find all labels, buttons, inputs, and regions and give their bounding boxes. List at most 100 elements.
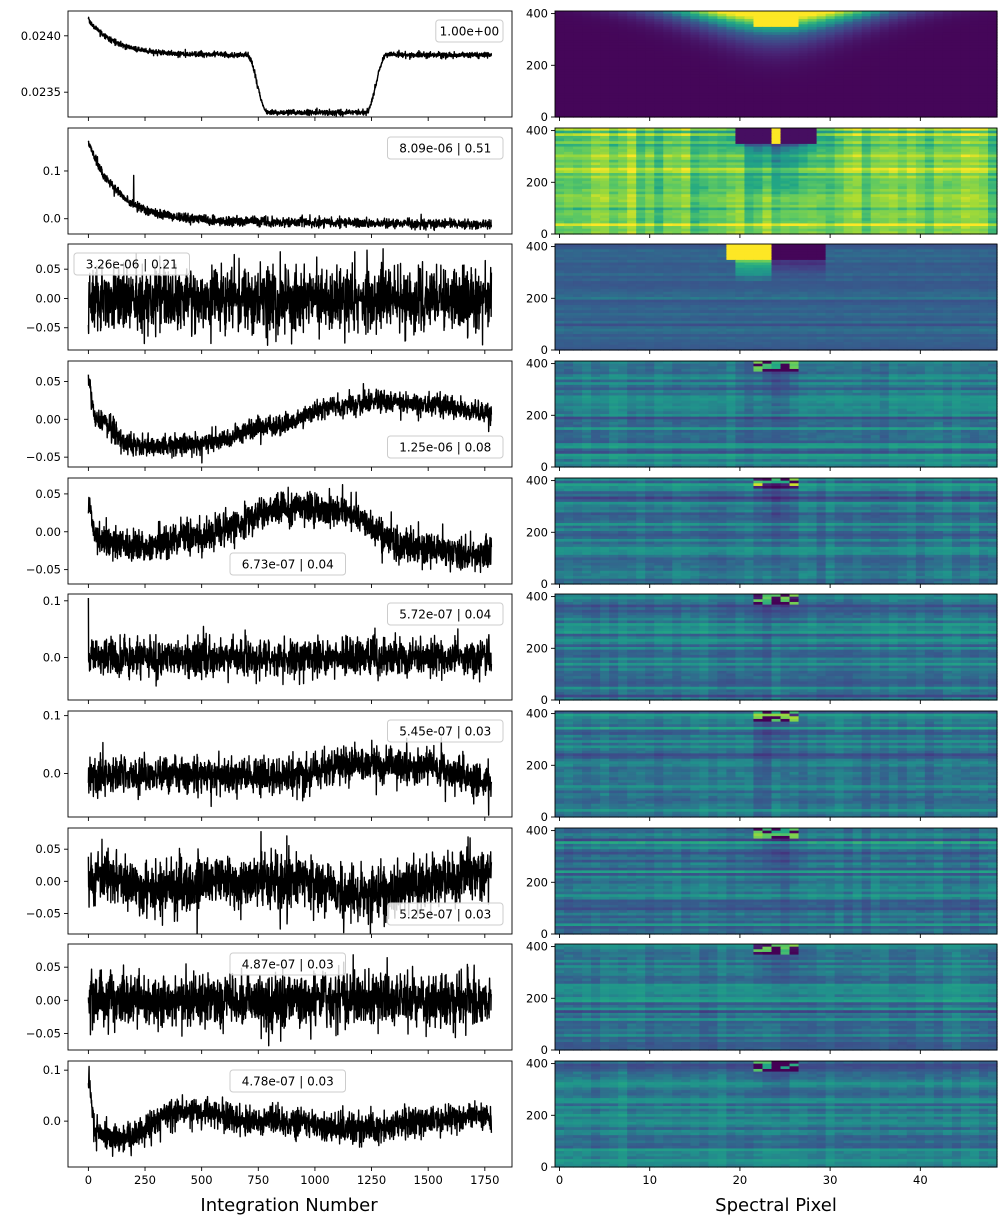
heatmap-cell — [600, 257, 610, 261]
heatmap-cell — [744, 24, 755, 28]
heatmap-cell — [852, 151, 863, 156]
heatmap-cell — [978, 66, 989, 70]
heatmap-cell — [699, 66, 709, 70]
heatmap-cell — [933, 151, 944, 156]
heatmap-cell — [960, 244, 971, 248]
heatmap-cell — [636, 286, 646, 290]
heatmap-cell — [744, 267, 755, 272]
heatmap-cell — [951, 98, 962, 102]
heatmap-cell — [915, 64, 926, 68]
heatmap-cell — [663, 18, 673, 23]
heatmap-cell — [753, 162, 764, 166]
heatmap-cell — [618, 77, 628, 81]
heatmap-cell — [906, 24, 917, 28]
heatmap-cell — [942, 40, 953, 44]
heatmap-cell — [762, 188, 773, 193]
y-tick-label: 0.05 — [35, 374, 61, 388]
heatmap-cell — [663, 246, 673, 250]
heatmap-cell — [654, 58, 664, 62]
heatmap-cell — [735, 151, 746, 156]
heatmap-cell — [879, 48, 890, 52]
heatmap-cell — [816, 34, 827, 39]
heatmap-cell — [762, 135, 773, 140]
heatmap-cell — [915, 141, 926, 145]
heatmap-cell — [861, 32, 872, 36]
heatmap-cell — [843, 143, 854, 148]
heatmap-cell — [726, 188, 737, 193]
heatmap-cell — [618, 278, 628, 282]
heatmap-cell — [672, 159, 682, 164]
heatmap-cell — [744, 16, 755, 20]
heatmap-cell — [627, 254, 637, 258]
heatmap-cell — [843, 223, 854, 227]
heatmap-cell — [654, 204, 664, 209]
heatmap-cell — [699, 16, 709, 20]
heatmap-cell — [699, 265, 709, 269]
heatmap-cell — [726, 183, 737, 187]
heatmap-cell — [870, 231, 881, 235]
heatmap-cell — [708, 278, 718, 282]
heatmap-cell — [555, 74, 565, 78]
heatmap-cell — [600, 165, 610, 169]
heatmap-cell — [771, 215, 782, 219]
heatmap-cell — [555, 16, 565, 20]
heatmap-cell — [690, 218, 700, 222]
heatmap-cell — [798, 181, 809, 185]
heatmap-cell — [699, 48, 709, 52]
heatmap-cell — [618, 204, 628, 209]
heatmap-cell — [825, 66, 836, 70]
heatmap-cell — [897, 143, 908, 148]
heatmap-cell — [600, 151, 610, 156]
heatmap-cell — [672, 138, 682, 142]
heatmap-cell — [753, 218, 764, 222]
heatmap-cell — [636, 246, 646, 250]
heatmap-cell — [573, 90, 583, 94]
heatmap-cell — [726, 283, 737, 287]
heatmap-cell — [906, 101, 917, 105]
heatmap-cell — [852, 157, 863, 161]
heatmap-cell — [582, 151, 592, 156]
heatmap-cell — [555, 40, 565, 44]
heatmap-cell — [690, 141, 700, 145]
heatmap-cell — [771, 87, 782, 92]
heatmap-cell — [897, 64, 908, 68]
heatmap-cell — [861, 273, 872, 277]
heatmap-cell — [690, 265, 700, 269]
heatmap-cell — [753, 42, 764, 47]
heatmap-cell — [807, 178, 818, 182]
heatmap-cell — [897, 204, 908, 209]
heatmap-cell — [969, 159, 980, 164]
heatmap-cell — [825, 244, 836, 248]
heatmap-cell — [681, 56, 691, 60]
heatmap-cell — [933, 87, 944, 92]
heatmap-cell — [816, 56, 827, 60]
heatmap-cell — [978, 170, 989, 174]
heatmap-cell — [582, 128, 592, 132]
heatmap-cell — [942, 199, 953, 203]
heatmap-cell — [573, 71, 583, 76]
heatmap-cell — [699, 202, 709, 206]
heatmap-cell — [915, 154, 926, 158]
heatmap-cell — [852, 254, 863, 258]
heatmap-cell — [654, 267, 664, 272]
heatmap-cell — [897, 58, 908, 62]
heatmap-cell — [726, 259, 737, 264]
heatmap-cell — [888, 87, 899, 92]
heatmap-cell — [663, 207, 673, 211]
heatmap-cell — [897, 226, 908, 230]
heatmap-cell — [582, 106, 592, 110]
heatmap-cell — [879, 29, 890, 33]
heatmap-cell — [834, 254, 845, 258]
heatmap-cell — [717, 87, 727, 92]
heatmap-cell — [636, 85, 646, 89]
heatmap-cell — [897, 114, 908, 118]
heatmap-cell — [843, 286, 854, 290]
heatmap-cell — [942, 196, 953, 201]
heatmap-cell — [672, 42, 682, 47]
heatmap-cell — [897, 191, 908, 195]
heatmap-cell — [780, 93, 791, 97]
heatmap-cell — [780, 196, 791, 201]
heatmap-cell — [807, 24, 818, 28]
heatmap-cell — [807, 56, 818, 60]
heatmap-cell — [933, 265, 944, 269]
